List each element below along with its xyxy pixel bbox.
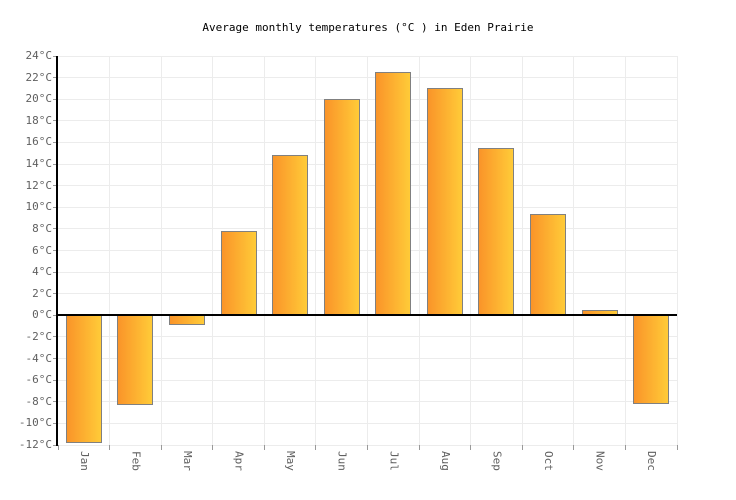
x-axis-tick [109,445,111,450]
y-tick-label: 18°C [25,113,53,127]
bar-apr [220,231,257,316]
gridline-vertical [624,56,626,445]
x-tick-label: Feb [129,451,143,471]
y-axis-tick [53,422,58,424]
x-tick-label: Jun [335,451,349,471]
x-axis-tick [418,445,420,450]
y-tick-label: 16°C [25,135,53,149]
bar-sep [478,147,515,316]
y-tick-label: 10°C [25,200,53,214]
gridline-vertical [109,56,111,445]
x-axis-tick [573,445,575,450]
gridline-vertical [315,56,317,445]
y-axis-line [56,56,58,446]
y-tick-label: 4°C [32,265,52,279]
x-tick-label: Apr [232,451,246,471]
y-axis-tick [53,98,58,100]
y-tick-label: 12°C [25,178,53,192]
y-tick-label: -4°C [25,351,53,365]
x-axis-tick [521,445,523,450]
y-axis-tick [53,250,58,251]
x-tick-label: Aug [438,451,452,471]
x-axis-tick [676,445,678,450]
x-axis-tick [624,445,626,450]
y-axis-tick [53,206,58,208]
gridline-vertical [470,56,472,445]
y-axis-tick [53,401,58,403]
x-tick-label: Sep [490,451,504,471]
x-tick-label: Jul [387,451,401,471]
y-axis-tick [53,141,58,143]
zero-line [58,314,677,317]
gridline-vertical [212,56,214,445]
y-tick-label: -2°C [25,329,53,343]
y-tick-label: 2°C [32,286,52,300]
y-tick-label: 0°C [32,308,52,322]
x-tick-label: Jan [77,451,91,471]
y-tick-label: -6°C [25,373,53,387]
x-axis-tick [315,445,317,450]
y-tick-label: 6°C [32,243,52,257]
x-tick-label: Oct [542,451,556,471]
y-tick-label: 14°C [25,157,53,171]
x-axis-tick [367,445,368,450]
gridline-vertical [676,56,678,445]
bar-jul [375,72,412,316]
y-axis-tick [53,163,58,165]
y-axis-tick [53,271,58,273]
x-tick-label: May [284,451,298,471]
x-axis-tick [470,445,472,450]
bar-dec [633,315,670,404]
y-axis-tick [53,55,58,57]
y-axis-tick [53,336,58,338]
y-axis-tick [53,185,58,187]
bar-jun [323,99,360,316]
y-axis-tick [53,358,58,360]
bar-may [272,155,309,316]
y-axis-tick [53,293,58,295]
bar-aug [426,88,463,316]
bar-oct [530,213,567,316]
gridline-vertical [367,56,368,445]
y-tick-label: 24°C [25,49,53,62]
chart-title: Average monthly temperatures (°C ) in Ed… [202,21,534,34]
y-tick-label: 22°C [25,70,53,84]
bar-jan [65,315,102,443]
y-tick-label: -10°C [18,416,52,430]
x-axis-tick [212,445,214,450]
gridline-vertical [573,56,575,445]
gridline-vertical [263,56,265,445]
y-tick-label: 8°C [32,221,52,235]
x-tick-label: Mar [180,451,194,471]
y-tick-label: -12°C [18,438,52,451]
y-axis-tick [53,444,58,446]
y-tick-label: 20°C [25,92,53,106]
y-axis-tick [53,314,58,316]
gridline-vertical [418,56,420,445]
x-axis-tick [263,445,265,450]
bar-feb [117,315,154,405]
x-tick-label: Nov [593,451,607,471]
gridline-vertical [521,56,523,445]
x-axis-tick [57,445,59,450]
bar-mar [168,315,205,326]
y-axis-tick [53,77,58,79]
y-axis-tick [53,120,58,122]
y-axis-tick [53,379,58,381]
y-axis-tick [53,228,58,230]
y-tick-label: -8°C [25,394,53,408]
x-axis-tick [160,445,162,450]
x-tick-label: Dec [645,451,659,471]
gridline-vertical [160,56,162,445]
